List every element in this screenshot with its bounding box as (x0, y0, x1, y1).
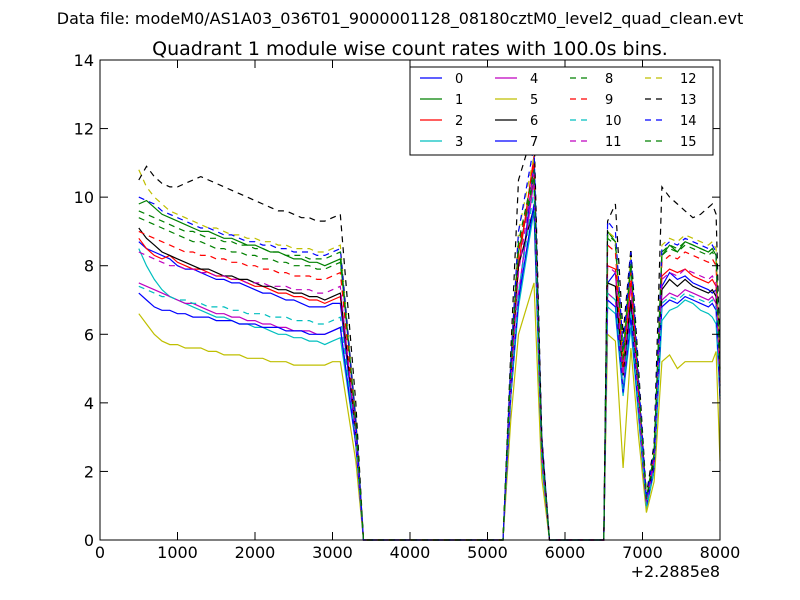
legend-label-9: 9 (605, 93, 613, 108)
y-tick-label: 0 (84, 531, 94, 550)
series-layer (138, 128, 721, 541)
x-tick-label: 2000 (235, 543, 276, 562)
x-axis: 0 1000 2000 3000 4000 5000 6000 7000 8000 (95, 60, 740, 562)
series-line-6 (138, 207, 721, 541)
y-tick-label: 14 (74, 51, 94, 70)
y-tick-label: 12 (74, 120, 94, 139)
series-line-10 (138, 190, 721, 541)
series-line-0 (138, 162, 721, 541)
legend-label-1: 1 (455, 93, 463, 108)
series-line-12 (138, 155, 721, 541)
legend-label-12: 12 (680, 72, 697, 87)
x-tick-label: 4000 (390, 543, 431, 562)
x-tick-label: 7000 (622, 543, 663, 562)
legend-label-10: 10 (605, 114, 622, 129)
legend-label-8: 8 (605, 72, 613, 87)
legend-label-2: 2 (455, 114, 463, 129)
legend-label-4: 4 (530, 72, 538, 87)
x-tick-label: 6000 (545, 543, 586, 562)
series-line-9 (138, 162, 721, 541)
legend-label-5: 5 (530, 93, 538, 108)
y-tick-label: 2 (84, 462, 94, 481)
x-axis-offset-label: +2.2885e8 (631, 562, 720, 581)
legend-label-15: 15 (680, 135, 697, 150)
series-line-3 (138, 210, 721, 541)
legend-label-7: 7 (530, 135, 538, 150)
y-tick-label: 10 (74, 188, 94, 207)
x-tick-label: 8000 (700, 543, 741, 562)
legend-label-6: 6 (530, 114, 538, 129)
series-line-8 (138, 176, 721, 541)
legend-box (409, 66, 714, 156)
legend-label-11: 11 (605, 135, 622, 150)
chart-title: Quadrant 1 module wise count rates with … (152, 38, 668, 60)
x-tick-label: 5000 (467, 543, 508, 562)
legend-label-0: 0 (455, 72, 463, 87)
x-tick-label: 0 (95, 543, 105, 562)
x-tick-label: 3000 (312, 543, 353, 562)
series-line-15 (138, 169, 721, 541)
y-tick-label: 8 (84, 257, 94, 276)
figure-suptitle: Data file: modeM0/AS1A03_036T01_90000011… (57, 9, 743, 29)
y-tick-label: 4 (84, 394, 94, 413)
x-tick-label: 1000 (157, 543, 198, 562)
legend-label-3: 3 (455, 135, 463, 150)
series-line-11 (138, 169, 721, 541)
legend-label-14: 14 (680, 114, 697, 129)
series-line-1 (138, 179, 721, 541)
legend-label-13: 13 (680, 93, 697, 108)
series-line-5 (138, 282, 721, 541)
y-tick-label: 6 (84, 325, 94, 344)
series-line-7 (138, 203, 721, 541)
